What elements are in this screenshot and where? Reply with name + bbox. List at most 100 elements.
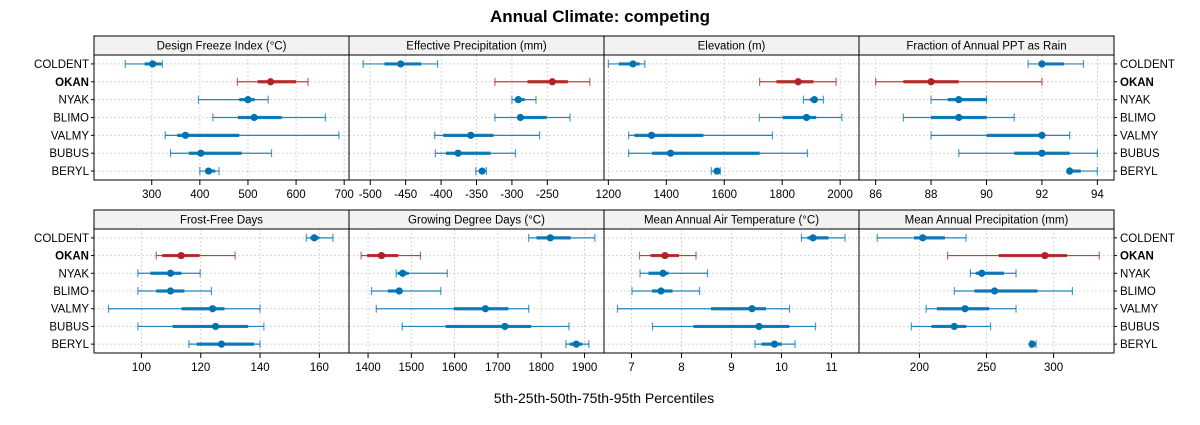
- percentile-bar-valmy: [616, 304, 791, 313]
- x-tick-label: 140: [250, 362, 269, 374]
- panel-elevation-m: Elevation (m) 1200 1400 1600 1800 2000: [596, 35, 860, 201]
- category-label-bubus: BUBUS: [49, 148, 89, 160]
- percentile-bar-bubus: [434, 149, 517, 158]
- percentile-bar-blimo: [902, 113, 1015, 122]
- panel-title: Growing Degree Days (°C): [408, 215, 545, 227]
- median-point: [794, 78, 802, 86]
- category-label-bubus: BUBUS: [49, 321, 89, 333]
- chart-title: Annual Climate: competing: [490, 7, 710, 26]
- median-point: [454, 149, 462, 157]
- median-point: [647, 131, 656, 139]
- median-point: [755, 322, 763, 331]
- percentile-bar-beryl: [199, 167, 220, 176]
- median-point: [478, 167, 486, 175]
- median-point: [810, 96, 818, 104]
- x-tick-label: -250: [536, 189, 559, 201]
- category-label-okan: OKAN: [55, 77, 89, 89]
- percentile-bar-nyak: [137, 269, 201, 278]
- median-point: [629, 60, 637, 68]
- percentile-bar-blimo: [137, 287, 213, 295]
- x-tick-label: 500: [238, 189, 257, 201]
- median-point: [1028, 340, 1036, 348]
- category-label-okan: OKAN: [1120, 77, 1154, 89]
- median-point: [197, 149, 205, 157]
- x-tick-label: 86: [869, 189, 882, 201]
- percentile-bar-nyak: [395, 269, 448, 278]
- median-point: [950, 322, 958, 331]
- category-label-beryl: BERYL: [51, 339, 89, 351]
- median-point: [572, 340, 580, 348]
- category-label-blimo: BLIMO: [53, 286, 89, 298]
- panels: Design Freeze Index (°C) 300 400 500 600 700 C…: [34, 35, 1175, 374]
- percentile-bar-okan: [360, 251, 422, 260]
- median-point: [661, 251, 669, 260]
- category-label-nyak: NYAK: [1120, 268, 1151, 280]
- median-point: [659, 269, 667, 277]
- x-tick-label: 1200: [596, 189, 622, 201]
- panel-title: Design Freeze Index (°C): [157, 41, 287, 53]
- x-tick-label: 11: [826, 362, 838, 374]
- x-tick-label: 1400: [355, 362, 381, 374]
- median-point: [713, 167, 721, 175]
- category-label-coldent: COLDENT: [1120, 59, 1175, 71]
- median-point: [802, 113, 811, 122]
- median-point: [1066, 167, 1074, 175]
- panel-design-freeze-index-c: Design Freeze Index (°C) 300 400 500 600 700 C…: [34, 35, 354, 201]
- category-label-blimo: BLIMO: [1120, 286, 1156, 298]
- x-tick-label: 120: [191, 362, 210, 374]
- x-tick-label: 100: [132, 362, 151, 374]
- median-point: [377, 251, 386, 260]
- panel-title: Fraction of Annual PPT as Rain: [906, 41, 1066, 53]
- percentile-bar-nyak: [511, 95, 537, 104]
- percentile-bar-okan: [638, 251, 697, 260]
- percentile-bar-blimo: [758, 113, 843, 122]
- median-point: [209, 305, 217, 313]
- percentile-bar-nyak: [969, 269, 1017, 278]
- median-point: [546, 234, 554, 242]
- median-point: [266, 78, 275, 86]
- percentile-bar-nyak: [197, 95, 269, 104]
- x-tick-label: 90: [980, 189, 993, 201]
- percentile-bar-okan: [494, 77, 591, 86]
- median-point: [244, 96, 252, 104]
- median-point: [961, 305, 969, 313]
- x-tick-label: 9: [728, 362, 734, 374]
- median-point: [217, 340, 226, 348]
- x-tick-label: 1400: [654, 189, 680, 201]
- median-point: [181, 131, 190, 139]
- percentile-bar-coldent: [305, 233, 334, 242]
- panel-growing-degree-days-c: Growing Degree Days (°C) 1400 1500 1600 1700…: [348, 209, 605, 374]
- percentile-bar-coldent: [876, 233, 967, 242]
- median-point: [809, 234, 817, 242]
- percentile-bar-beryl: [1028, 340, 1037, 349]
- category-label-coldent: COLDENT: [34, 59, 89, 71]
- percentile-bar-coldent: [800, 233, 846, 242]
- panel-title: Effective Precipitation (mm): [406, 41, 547, 53]
- x-tick-label: -400: [430, 189, 453, 201]
- category-label-nyak: NYAK: [1120, 95, 1151, 107]
- category-label-valmy: VALMY: [1120, 304, 1158, 316]
- percentile-bar-valmy: [925, 304, 1017, 313]
- percentile-bar-bubus: [401, 322, 570, 331]
- panel-mean-annual-air-temperature-c: Mean Annual Air Temperature (°C) 7 8 9 10 11: [603, 209, 860, 374]
- median-point: [770, 340, 779, 348]
- median-point: [919, 234, 927, 242]
- x-tick-label: 7: [628, 362, 634, 374]
- x-tick-label: -300: [500, 189, 523, 201]
- percentile-bar-okan: [155, 251, 236, 260]
- category-label-blimo: BLIMO: [53, 113, 89, 125]
- panel-effective-precipitation-mm: Effective Precipitation (mm) -500 -450 -400…: [348, 35, 605, 201]
- percentile-bar-okan: [946, 251, 1100, 260]
- percentile-bar-blimo: [370, 287, 442, 295]
- category-label-valmy: VALMY: [1120, 130, 1158, 142]
- x-axis-label: 5th-25th-50th-75th-95th Percentiles: [494, 390, 714, 406]
- percentile-bar-beryl: [475, 167, 488, 176]
- x-tick-label: 400: [190, 189, 209, 201]
- category-label-coldent: COLDENT: [1120, 233, 1175, 245]
- percentile-bar-beryl: [188, 340, 261, 349]
- panel-frost-free-days: Frost-Free Days 100 120 140 160 COLDENT OKAN NY…: [34, 209, 350, 374]
- x-tick-label: 1900: [572, 362, 598, 374]
- x-tick-label: 1600: [711, 189, 737, 201]
- median-point: [204, 167, 213, 175]
